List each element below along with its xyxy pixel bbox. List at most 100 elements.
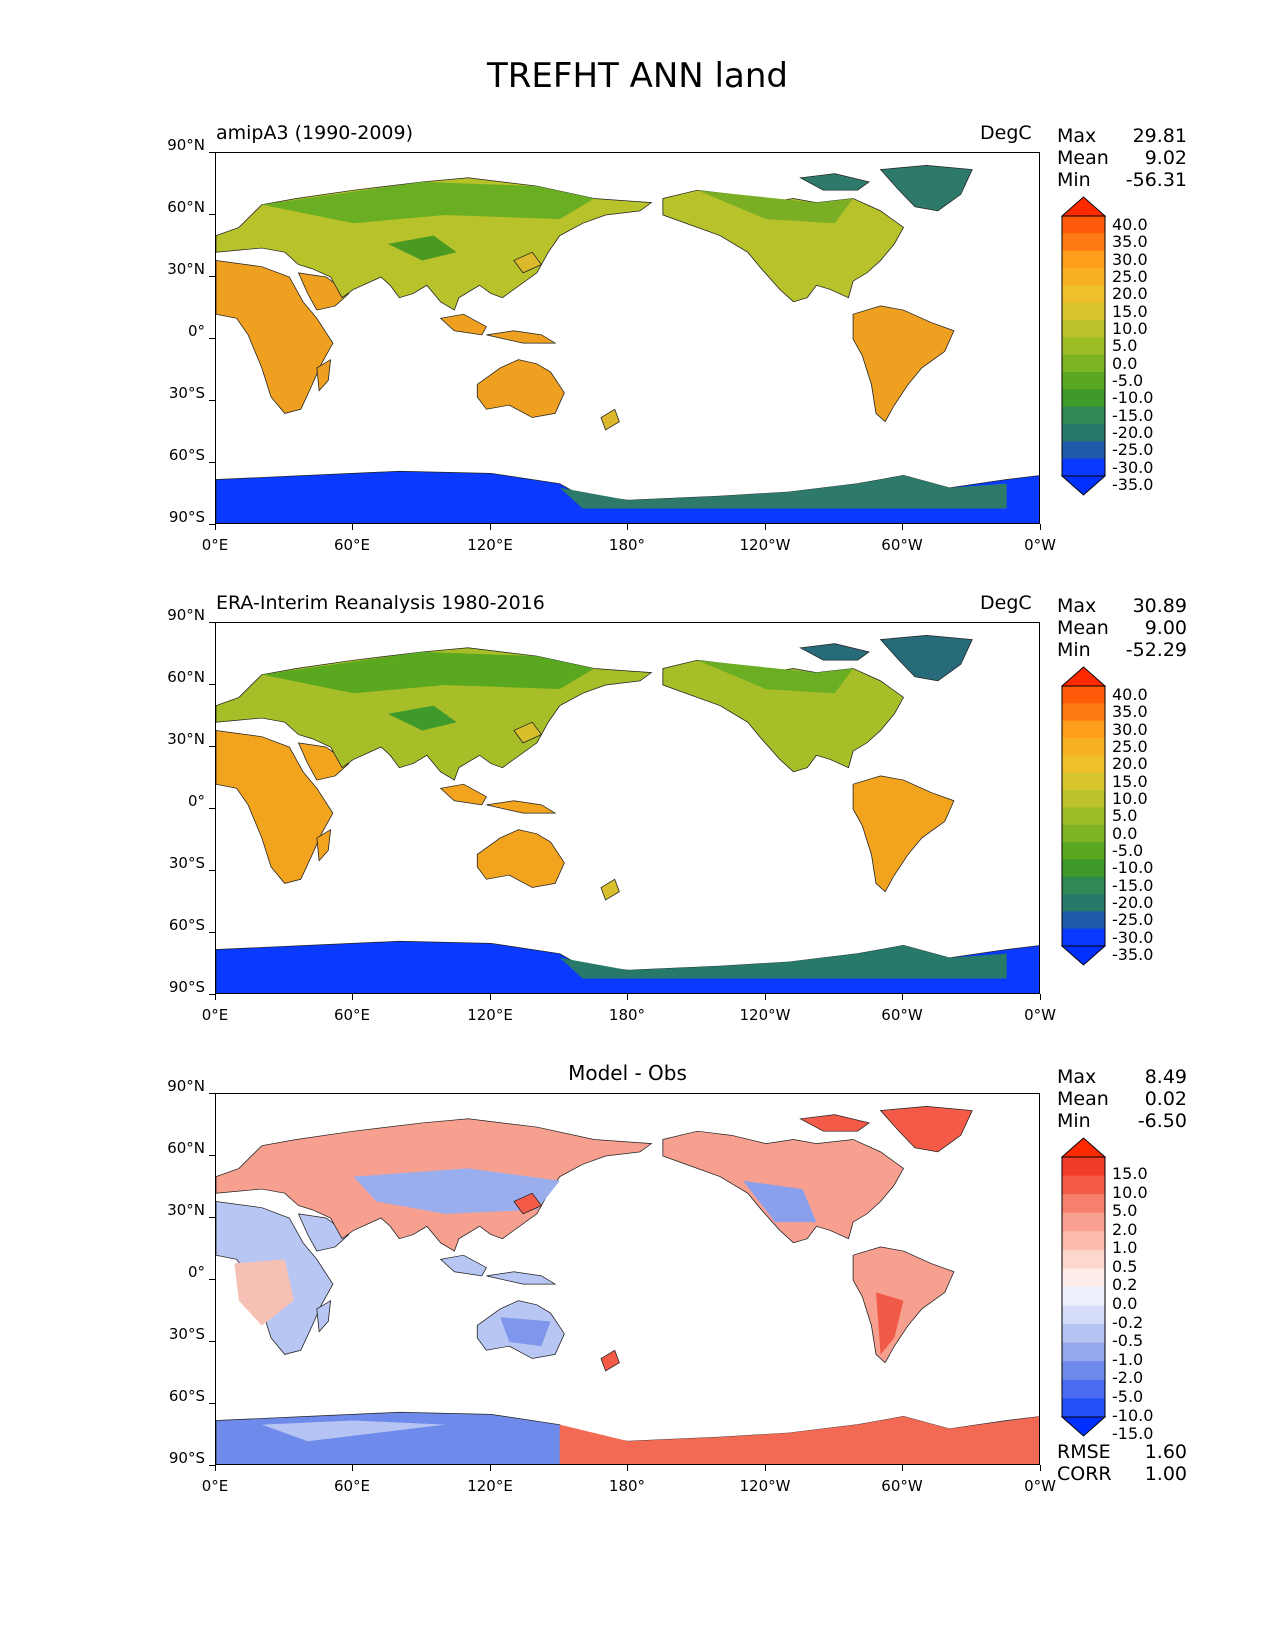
ytick-mark <box>209 1465 215 1466</box>
xtick-mark <box>902 1465 903 1471</box>
stats-box: Max 8.49 Mean 0.02 Min -6.50 <box>1057 1066 1187 1132</box>
xtick-label: 180° <box>608 1477 646 1495</box>
panel-obs: ERA-Interim Reanalysis 1980-2016 DegC Ma… <box>0 592 1275 1070</box>
figure-title: TREFHT ANN land <box>487 56 788 96</box>
colorbar-tick-label: -20.0 <box>1112 422 1154 442</box>
colorbar-extend-bottom <box>1061 475 1106 496</box>
xtick-label: 60°W <box>881 1006 923 1024</box>
xtick-label: 120°E <box>467 1477 513 1495</box>
stat-max-label: Max <box>1057 125 1097 147</box>
xtick-label: 60°W <box>881 1477 923 1495</box>
xtick-mark <box>1039 994 1041 1000</box>
colorbar-frame <box>1061 215 1106 477</box>
colorbar-tick-label: 2.0 <box>1112 1219 1138 1239</box>
stats-box: Max 29.81 Mean 9.02 Min -56.31 <box>1057 125 1187 191</box>
colorbar-extend-top <box>1061 1137 1106 1158</box>
colorbar-tick-label: -2.0 <box>1112 1368 1144 1388</box>
ytick-label: 0° <box>187 1263 205 1281</box>
colorbar-tick-label: 5.0 <box>1112 1201 1138 1221</box>
xtick-label: 180° <box>608 1006 646 1024</box>
colorbar-labels: 40.0 35.0 30.0 25.0 20.0 15.0 10.0 5.0 0.0 -5.0 -1… <box>1112 685 1154 964</box>
colorbar-segment <box>1062 406 1105 425</box>
colorbar-segment <box>1062 1249 1105 1269</box>
xtick-label: 0°W <box>1024 1477 1056 1495</box>
colorbar-segment <box>1062 320 1105 338</box>
colorbar-segment <box>1062 911 1105 930</box>
colorbar-segment <box>1062 703 1105 722</box>
stat-min-label: Min <box>1057 169 1091 191</box>
xtick-mark <box>764 994 766 1000</box>
colorbar-segment <box>1062 1324 1105 1344</box>
colorbar-segment <box>1062 424 1105 442</box>
colorbar-labels: 15.0 10.0 5.0 2.0 1.0 0.5 0.2 0.0 -0.2 -0.5 -1.0 -2… <box>1112 1164 1154 1444</box>
colorbar-segment <box>1062 441 1105 460</box>
colorbar-tick-label: 25.0 <box>1112 266 1148 286</box>
stat-max: 8.49 <box>1144 1066 1187 1088</box>
stat-mean-label: Mean <box>1057 147 1109 169</box>
panel-left-title: amipA3 (1990-2009) <box>216 122 414 144</box>
xtick-mark <box>352 1465 353 1471</box>
ytick-mark <box>209 462 215 463</box>
colorbar-segment <box>1062 894 1105 912</box>
colorbar-tick-label: -35.0 <box>1112 944 1154 964</box>
ytick-mark <box>209 400 215 401</box>
colorbar-labels: 40.0 35.0 30.0 25.0 20.0 15.0 10.0 5.0 0.0 -5.0 -1… <box>1112 216 1154 494</box>
colorbar-tick-label: -25.0 <box>1112 910 1154 930</box>
colorbar-frame <box>1061 685 1106 947</box>
colorbar-segment <box>1062 928 1105 947</box>
panel-diff: Model - Obs Max 8.49 Mean 0.02 Min -6.50 90… <box>0 1061 1275 1541</box>
xtick-mark <box>627 1465 628 1471</box>
colorbar-tick-label: 30.0 <box>1112 719 1148 739</box>
colorbar-tick-label: 1.0 <box>1112 1238 1138 1258</box>
colorbar-segment <box>1062 1157 1105 1177</box>
colorbar <box>1061 196 1106 496</box>
colorbar-extend-bottom <box>1061 1416 1106 1437</box>
colorbar-tick-label: -15.0 <box>1112 1424 1154 1444</box>
colorbar-tick-label: 40.0 <box>1112 685 1148 704</box>
xtick-mark <box>902 994 903 1000</box>
xtick-mark <box>764 524 766 530</box>
ytick-mark <box>209 932 215 933</box>
xtick-label: 0°W <box>1024 536 1056 554</box>
colorbar-segment <box>1062 285 1105 304</box>
colorbar-segment <box>1062 250 1105 269</box>
colorbar-segment <box>1062 458 1105 477</box>
colorbar-segment <box>1062 268 1105 286</box>
colorbar-tick-label: -15.0 <box>1112 875 1154 895</box>
map-diff <box>215 1093 1040 1465</box>
colorbar-tick-label: 5.0 <box>1112 336 1138 356</box>
xtick-label: 60°E <box>333 1006 371 1024</box>
stat-min: -52.29 <box>1125 639 1187 661</box>
ytick-label: 60°N <box>167 668 205 686</box>
colorbar-segment <box>1062 1379 1105 1399</box>
ytick-label: 0° <box>187 322 205 340</box>
colorbar-extend-bottom <box>1061 945 1106 966</box>
colorbar-tick-label: 25.0 <box>1112 736 1148 756</box>
ytick-mark <box>209 994 215 995</box>
xtick-label: 120°W <box>739 536 791 554</box>
xtick-mark <box>1039 1465 1041 1471</box>
ytick-label: 60°S <box>168 1387 205 1405</box>
xtick-label: 0°E <box>201 1006 229 1024</box>
ytick-label: 60°S <box>168 916 205 934</box>
colorbar-tick-label: 10.0 <box>1112 1182 1148 1202</box>
stat-min-label: Min <box>1057 1110 1091 1132</box>
colorbar-tick-label: -5.0 <box>1112 370 1144 390</box>
ytick-label: 90°S <box>168 508 205 526</box>
xtick-mark <box>902 524 903 530</box>
colorbar-segment <box>1062 389 1105 408</box>
colorbar-frame <box>1061 1156 1106 1418</box>
ytick-mark <box>209 622 215 623</box>
colorbar-segment <box>1062 1305 1105 1325</box>
xtick-mark <box>352 524 353 530</box>
corr-label: CORR <box>1057 1463 1112 1485</box>
ytick-mark <box>209 1341 215 1342</box>
colorbar-segment <box>1062 1175 1105 1195</box>
ytick-mark <box>209 338 215 339</box>
colorbar-tick-label: 15.0 <box>1112 771 1148 791</box>
stat-max-label: Max <box>1057 1066 1097 1088</box>
colorbar-tick-label: 20.0 <box>1112 284 1148 304</box>
colorbar-tick-label: 0.0 <box>1112 353 1138 373</box>
colorbar-segment <box>1062 216 1105 234</box>
panel-units: DegC <box>980 122 1032 144</box>
